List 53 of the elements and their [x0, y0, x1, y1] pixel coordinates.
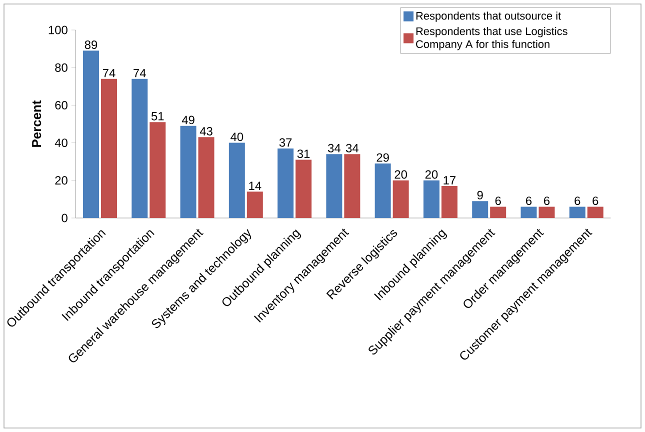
y-axis-title: Percent: [32, 100, 42, 147]
bar: [198, 137, 214, 218]
data-label: 43: [200, 127, 212, 136]
y-tick-label: 40: [54, 138, 68, 148]
bar: [150, 122, 166, 218]
data-label: 6: [495, 196, 501, 206]
bar: [180, 126, 196, 218]
bar: [441, 186, 458, 218]
bar: [132, 78, 148, 218]
data-label: 9: [477, 190, 483, 200]
data-label: 89: [84, 40, 98, 49]
bar: [344, 154, 360, 218]
data-label: 29: [376, 153, 389, 162]
data-label: 6: [592, 196, 598, 206]
data-label: 74: [134, 68, 146, 78]
legend-label: Respondents that outsource it: [416, 12, 562, 22]
bar: [569, 206, 586, 218]
bar: [392, 180, 409, 218]
data-label: 6: [544, 196, 550, 206]
bar: [83, 50, 100, 218]
data-label: 37: [279, 138, 292, 147]
data-label: 40: [230, 132, 244, 142]
data-label: 34: [346, 144, 358, 152]
data-label: 20: [425, 170, 438, 179]
data-label: 14: [249, 182, 262, 190]
bar: [490, 206, 506, 218]
bar: [587, 206, 604, 218]
bar: [538, 206, 555, 218]
bar: [472, 201, 488, 218]
bar: [374, 163, 391, 218]
y-tick-label: 20: [55, 176, 68, 185]
bar: [278, 148, 294, 218]
data-label: 34: [328, 144, 340, 152]
bar: [101, 78, 117, 218]
y-tick-label: 60: [55, 100, 68, 110]
data-label: 6: [574, 196, 580, 206]
bar: [228, 142, 245, 218]
y-tick-label: 80: [55, 63, 68, 72]
bar: [423, 180, 440, 218]
bar: [326, 154, 342, 218]
bar: [296, 160, 312, 218]
y-tick-label: 0: [62, 214, 68, 222]
data-label: 17: [444, 176, 456, 184]
data-label: 20: [394, 170, 408, 179]
data-label: 51: [151, 112, 164, 120]
bar: [520, 206, 537, 218]
data-label: 74: [102, 68, 116, 78]
data-label: 6: [526, 196, 532, 206]
bar: [246, 192, 263, 218]
data-label: 31: [297, 150, 310, 158]
legend-label: Respondents that use Logistics Company A for this function: [416, 27, 568, 50]
data-label: 49: [182, 116, 194, 124]
y-tick-label: 100: [48, 26, 68, 34]
